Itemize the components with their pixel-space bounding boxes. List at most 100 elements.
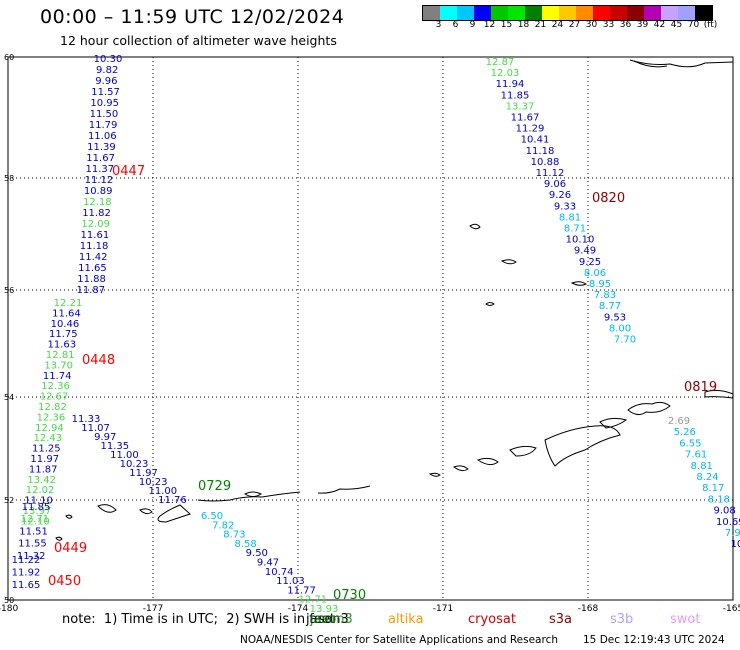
map-frame [7,56,734,601]
color-scale-label: 6 [452,20,459,30]
footnote: note: 1) Time is in UTC; 2) SWH is in fe… [62,612,335,627]
wave-height-value: 11.32 [17,551,46,562]
wave-height-value: 11.06 [88,131,117,142]
wave-height-value: 11.22 [12,555,41,566]
wave-height-labels: 10.309.829.9611.5710.9511.5011.7911.0611… [12,54,740,615]
wave-height-value: 10.95 [90,98,119,109]
wave-height-value: 8.24 [696,472,718,483]
color-swatch [525,6,542,20]
color-scale-label: 45 [670,20,683,30]
wave-height-value: 11.18 [526,146,555,157]
wave-height-value: 11.10 [24,496,53,507]
wave-height-value: 11.65 [78,263,107,274]
wave-height-value: 9.06 [544,179,566,190]
wave-height-value: 11.12 [536,168,565,179]
color-swatch [457,6,474,20]
color-scale-bar [422,5,713,21]
wave-height-value: 11.25 [32,444,61,455]
color-scale-label: 12 [483,20,496,30]
wave-height-value: 8.18 [708,494,730,505]
color-scale-label: 18 [517,20,530,30]
wave-height-value: 9.49 [574,246,596,257]
wave-height-value: 11.03 [276,576,305,587]
wave-height-value: 9.47 [257,558,279,569]
wave-height-value: 8.71 [564,224,586,235]
wave-height-value: 8.81 [691,461,713,472]
wave-height-value: 13.97 [23,506,52,517]
color-swatch [695,6,712,20]
wave-height-value: 12.71 [20,514,49,525]
wave-height-value: 11.29 [516,124,545,135]
pass-time-label: 0447 [112,164,145,179]
color-swatch [474,6,491,20]
wave-height-value: 12.67 [40,392,69,403]
generated-timestamp: 15 Dec 12:19:43 UTC 2024 [583,634,725,646]
wave-height-value: 10.41 [521,135,550,146]
wave-height-value: 11.33 [72,414,101,425]
legend-swot: swot [670,612,701,627]
wave-height-value: 12.36 [41,381,70,392]
color-swatch [593,6,610,20]
wave-height-value: 10.30 [94,54,123,65]
wave-height-value: 8.81 [559,212,581,223]
wave-height-value: 8.00 [609,323,631,334]
wave-height-value: 12.03 [491,68,520,79]
wave-height-value: 12.82 [38,402,67,413]
longitude-label: -165 [723,604,740,614]
color-scale-label: 27 [568,20,581,30]
wave-height-value: 10.89 [84,186,113,197]
wave-height-value: 11.92 [12,568,41,579]
wave-height-value: 9.97 [94,432,116,443]
legend-jason3-overlay: jason3 [310,612,353,627]
wave-height-value: 8.06 [584,268,606,279]
color-swatch [644,6,661,20]
track-0447: 10.309.829.9611.5710.9511.5011.7911.0611… [76,54,145,296]
wave-height-value: 11.57 [91,87,120,98]
track-0730: 6.507.828.738.589.509.4710.7411.0311.771… [201,511,366,615]
wave-height-value: 11.00 [110,450,139,461]
wave-height-value: 13.37 [506,101,535,112]
track-0820: 12.8712.0311.9411.8513.3711.6711.2910.41… [486,57,636,346]
wave-height-value: 11.85 [501,90,530,101]
wave-height-value: 7.83 [594,290,616,301]
wave-height-value: 11.88 [77,274,106,285]
wave-height-value: 9.26 [549,190,571,201]
wave-height-value: 9.96 [95,76,117,87]
wave-height-value: 10.23 [139,477,168,488]
wave-height-value: 6.50 [201,511,223,522]
chart-subtitle: 12 hour collection of altimeter wave hei… [60,33,337,48]
wave-height-value: 13.93 [310,604,339,615]
longitude-label: -180 [0,604,18,614]
wave-height-value: 11.74 [43,371,72,382]
wave-height-value: 11.87 [76,285,105,296]
color-swatch [661,6,678,20]
latitude-label: 54 [4,393,14,402]
map-grid [8,57,733,600]
color-scale-label: (ft) [703,20,718,30]
wave-height-value: 12.36 [37,412,66,423]
pass-time-label: 0450 [48,574,81,589]
wave-height-value: 11.82 [82,208,111,219]
color-swatch [542,6,559,20]
color-swatch [423,6,440,20]
wave-height-value: 11.79 [89,120,118,131]
pass-time-label: 0729 [198,479,231,494]
wave-height-value: 12.10 [21,516,50,527]
wave-height-value: 11.18 [80,241,109,252]
wave-height-value: 10.23 [120,459,149,470]
wave-height-value: 11.76 [158,495,187,506]
color-swatch [627,6,644,20]
wave-height-value: 8.17 [702,483,724,494]
color-scale-label: 30 [585,20,598,30]
wave-height-value: 13.70 [44,360,73,371]
chart-title: 00:00 – 11:59 UTC 12/02/2024 [40,6,345,28]
wave-height-value: 10.10 [566,235,595,246]
wave-height-value: 11.67 [86,153,115,164]
wave-height-value: 11.65 [12,580,41,591]
wave-height-value: 12.43 [34,433,63,444]
wave-height-value: 9.25 [579,257,601,268]
color-swatch [440,6,457,20]
wave-height-value: 12.87 [486,57,515,68]
